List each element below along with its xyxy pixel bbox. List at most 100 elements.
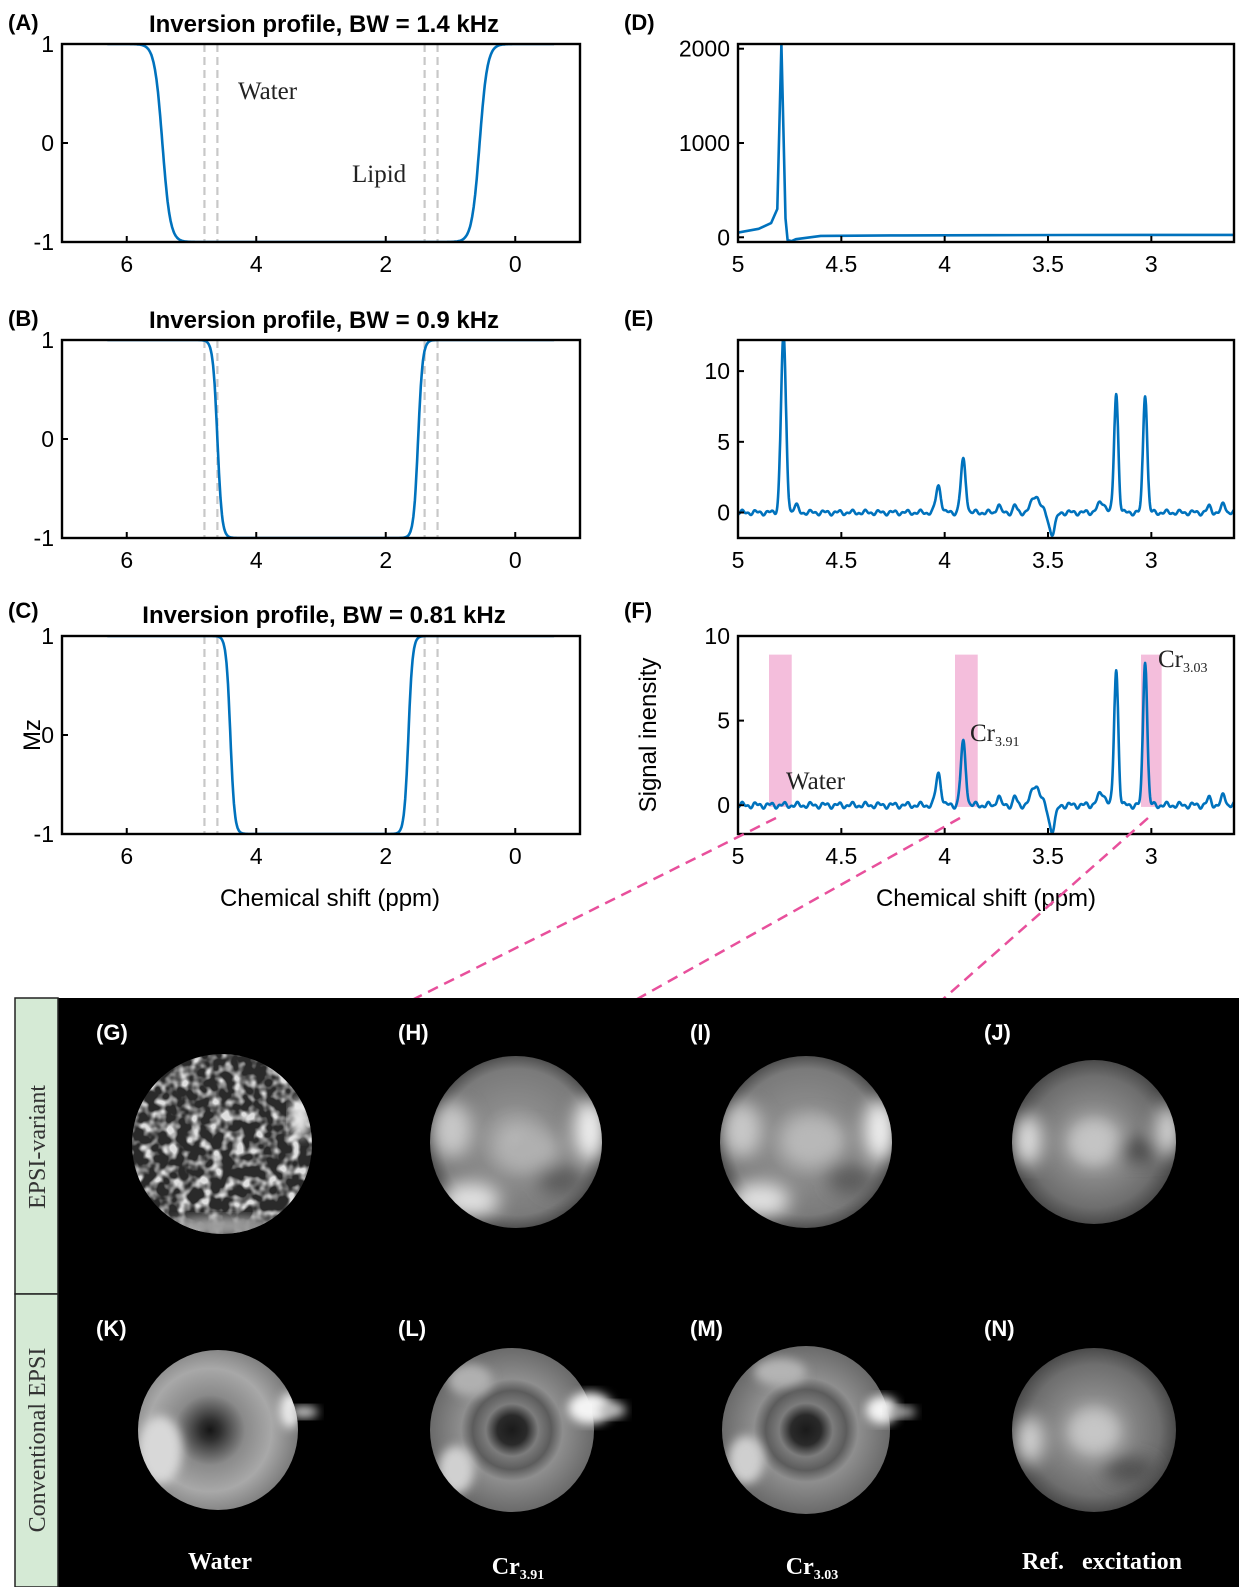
annotation-f-water: Water: [786, 768, 846, 795]
chart-c-series: [106, 636, 555, 834]
chart-a: Inversion profile, BW = 1.4 kHz 6 4 2 0 -1 0 1…: [34, 11, 582, 277]
chart-d-xtick-label: 4.5: [825, 251, 857, 277]
chart-a-frame: [60, 42, 582, 244]
panel-label-n: (N): [984, 1316, 1015, 1341]
chart-f-xlabel: Chemical shift (ppm): [876, 885, 1096, 912]
phantom-image-m: [722, 1346, 916, 1514]
chart-a-title: Inversion profile, BW = 1.4 kHz: [149, 11, 499, 38]
caption-cr303: Cr3.03: [786, 1554, 838, 1583]
row-label-epsi-variant: EPSI-variant: [25, 1085, 51, 1209]
chart-b-xtick-label: 4: [250, 547, 263, 573]
annotation-water: Water: [238, 78, 298, 105]
chart-b-ticks: 6 4 2 0 -1 0 1: [34, 327, 522, 573]
panel-label-d: (D): [624, 10, 655, 35]
chart-d-series: [738, 44, 1234, 242]
chart-c-xtick-label: 4: [250, 843, 263, 869]
chart-a-xtick-label: 6: [120, 251, 133, 277]
chart-b-ytick-label: 1: [41, 327, 54, 353]
chart-f-xtick-label: 3.5: [1032, 843, 1064, 869]
chart-a-line: [106, 44, 555, 242]
chart-a-xtick-label: 2: [379, 251, 392, 277]
chart-f-xtick-label: 5: [732, 843, 745, 869]
chart-d-line: [738, 44, 1234, 242]
chart-b-xtick-label: 0: [509, 547, 522, 573]
chart-e-line: [738, 340, 1234, 537]
chart-f-ytick-label: 0: [717, 792, 730, 818]
panel-label-g: (G): [96, 1020, 128, 1045]
chart-c-ytick-label: 0: [41, 722, 54, 748]
chart-b: Inversion profile, BW = 0.9 kHz 6 4 2 0 -1 0 1: [34, 307, 582, 573]
chart-e-ytick-label: 10: [704, 358, 730, 384]
row-label-conventional-epsi: Conventional EPSI: [25, 1348, 51, 1533]
chart-b-ytick-label: -1: [34, 525, 54, 551]
chart-b-line: [106, 340, 555, 538]
chart-f-series: [738, 661, 1234, 834]
chart-a-ytick-label: 1: [41, 31, 54, 57]
chart-a-ticks: 6 4 2 0 -1 0 1: [34, 31, 522, 277]
chart-c: Inversion profile, BW = 0.81 kHz 6 4 2 0 -1 0…: [19, 602, 582, 912]
chart-a-xtick-label: 4: [250, 251, 263, 277]
chart-c-xtick-label: 2: [379, 843, 392, 869]
annotation-lipid: Lipid: [352, 161, 407, 188]
chart-b-title: Inversion profile, BW = 0.9 kHz: [149, 307, 499, 334]
panel-label-a: (A): [8, 10, 39, 35]
chart-f-xtick-label: 3: [1145, 843, 1158, 869]
panel-label-e: (E): [624, 306, 653, 331]
chart-f-xtick-label: 4: [938, 843, 951, 869]
chart-e-xtick-label: 3: [1145, 547, 1158, 573]
chart-c-xtick-label: 6: [120, 843, 133, 869]
chart-f-xtick-label: 4.5: [825, 843, 857, 869]
chart-e-frame: [736, 338, 1236, 540]
chart-f-ylabel: Signal inensity: [635, 658, 662, 813]
chart-d-xtick-label: 5: [732, 251, 745, 277]
chart-a-series: [106, 44, 555, 242]
chart-a-guides: [203, 44, 439, 242]
chart-c-ytick-label: 1: [41, 623, 54, 649]
caption-water: Water: [188, 1549, 252, 1575]
panel-label-c: (C): [8, 598, 39, 623]
chart-d-xtick-label: 3: [1145, 251, 1158, 277]
panel-label-k: (K): [96, 1316, 127, 1341]
phantom-image-n: [1012, 1348, 1176, 1512]
chart-a-xtick-label: 0: [509, 251, 522, 277]
panel-label-l: (L): [398, 1316, 426, 1341]
chart-f-ytick-label: 5: [717, 708, 730, 734]
chart-b-frame: [60, 338, 582, 540]
chart-e-xtick-label: 4.5: [825, 547, 857, 573]
chart-c-xlabel: Chemical shift (ppm): [220, 885, 440, 912]
chart-f-line: [738, 661, 1234, 834]
arrow-cr391: [548, 816, 961, 1050]
panel-label-h: (H): [398, 1020, 429, 1045]
chart-a-ytick-label: -1: [34, 229, 54, 255]
chart-d-frame: [736, 42, 1236, 244]
panel-label-m: (M): [690, 1316, 723, 1341]
chart-c-title: Inversion profile, BW = 0.81 kHz: [142, 602, 505, 629]
chart-d-ytick-label: 2000: [679, 36, 730, 62]
chart-b-series: [106, 340, 555, 538]
chart-f-frame: [736, 634, 1236, 836]
chart-c-ylabel: Mz: [19, 719, 46, 751]
row-label-box-bottom: [14, 1293, 59, 1587]
chart-b-xtick-label: 2: [379, 547, 392, 573]
chart-e-ytick-label: 0: [717, 500, 730, 526]
chart-c-line: [106, 636, 555, 834]
chart-d-ytick-label: 1000: [679, 130, 730, 156]
chart-c-ticks: 6 4 2 0 -1 0 1: [34, 623, 522, 869]
panel-label-f: (F): [624, 598, 652, 623]
chart-c-xtick-label: 0: [509, 843, 522, 869]
caption-cr391: Cr3.91: [492, 1554, 544, 1583]
phantom-image-j: [1012, 1060, 1176, 1224]
chart-e-xtick-label: 4: [938, 547, 951, 573]
chart-c-guides: [203, 636, 439, 834]
caption-ref-excitation: Ref. excitation: [1022, 1549, 1182, 1575]
row-label-box-top: [14, 997, 59, 1295]
chart-d-ytick-label: 0: [717, 224, 730, 250]
chart-d-xtick-label: 3.5: [1032, 251, 1064, 277]
annotation-cr391: Cr3.91: [970, 720, 1020, 750]
phantom-image-l: [430, 1348, 626, 1512]
chart-c-ytick-label: -1: [34, 821, 54, 847]
